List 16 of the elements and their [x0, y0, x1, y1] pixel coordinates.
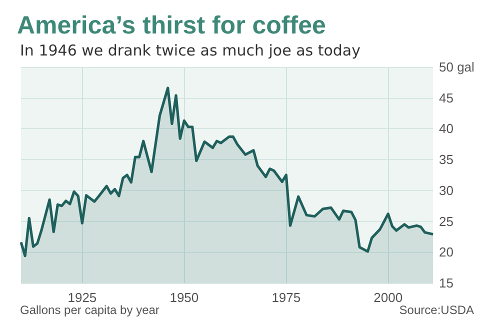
y-tick-label: 35 [439, 152, 454, 168]
x-tick-label: 1975 [272, 290, 301, 305]
y-tick-label: 20 [439, 244, 454, 260]
y-tick-label: 50 gal [439, 60, 475, 74]
y-tick-label: 30 [439, 182, 454, 198]
y-tick-label: 40 [439, 121, 454, 136]
y-tick-label: 15 [439, 276, 454, 290]
chart-subtitle: In 1946 we drank twice as much joe as today [20, 42, 361, 60]
source-note: Source:USDA [399, 303, 474, 317]
x-tick-label: 1950 [170, 290, 199, 305]
x-tick-label: 2000 [374, 290, 403, 305]
x-tick-label: 1925 [68, 290, 97, 305]
y-tick-label: 45 [439, 90, 454, 106]
y-tick-label: 25 [439, 214, 454, 229]
text: Gallons per capita by year [20, 303, 160, 317]
chart-title: America’s thirst for coffee [17, 12, 326, 40]
